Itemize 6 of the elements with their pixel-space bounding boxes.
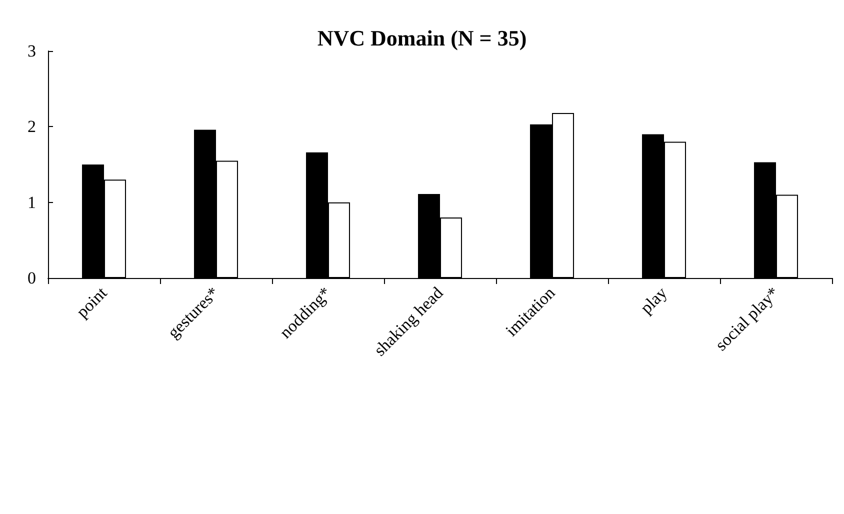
x-tick-label: play — [636, 282, 672, 318]
y-tick-label: 1 — [28, 192, 36, 212]
chart-title: NVC Domain (N = 35) — [317, 26, 527, 50]
y-tick-label: 0 — [28, 268, 36, 288]
y-tick-label: 2 — [28, 117, 36, 136]
y-tick-label: 3 — [28, 42, 36, 60]
